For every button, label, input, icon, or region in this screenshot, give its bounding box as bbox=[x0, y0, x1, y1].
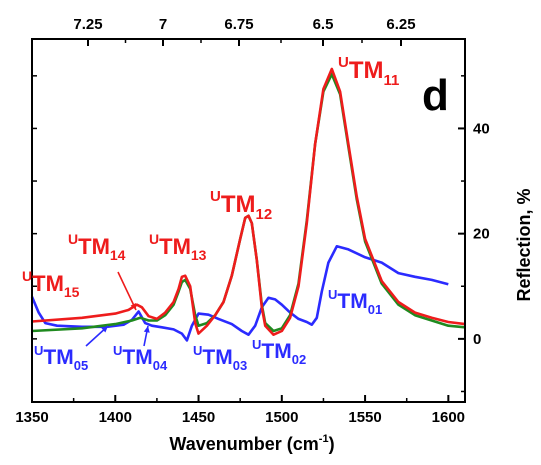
top-tick-label: 7 bbox=[159, 16, 167, 33]
mode-label-sup: U bbox=[252, 337, 261, 352]
mode-label-base: TM bbox=[43, 346, 73, 369]
x-axis-label-close: ) bbox=[329, 434, 335, 454]
mode-label-sub: 04 bbox=[153, 358, 168, 373]
mode-label-sub: 14 bbox=[110, 247, 126, 263]
mode-label-base: TM bbox=[202, 346, 232, 369]
panel-label: d bbox=[422, 71, 449, 120]
top-tick-label: 6.75 bbox=[224, 16, 253, 33]
mode-label-sup: U bbox=[113, 343, 122, 358]
mode-label-base: TM bbox=[78, 234, 110, 259]
ticks-layer: 1350 1400 1450 1500 1550 1600 7.25 7 6.75 6.5 6.25… bbox=[15, 16, 489, 426]
mode-label-sup: U bbox=[68, 231, 78, 247]
annotation-arrowhead bbox=[101, 326, 108, 333]
mode-label-base: TM bbox=[349, 57, 384, 84]
mode-label-sub: 01 bbox=[368, 302, 382, 317]
y-tick-label: 0 bbox=[473, 331, 481, 348]
mode-label-12: UTM12 bbox=[210, 188, 272, 223]
mode-label-sub: 03 bbox=[233, 358, 247, 373]
mode-label-sup: U bbox=[338, 54, 349, 71]
mode-label-02: UTM02 bbox=[252, 337, 306, 367]
x-tick-label: 1400 bbox=[99, 409, 132, 426]
annotation-arrowhead bbox=[130, 303, 137, 310]
mode-label-sup: U bbox=[149, 231, 159, 247]
mode-label-05: UTM05 bbox=[34, 343, 88, 373]
mode-label-sub: 05 bbox=[74, 358, 88, 373]
mode-label-sub: 13 bbox=[191, 247, 207, 263]
annotation-arrow bbox=[117, 271, 137, 311]
mode-label-sub: 12 bbox=[256, 206, 273, 223]
annotation-arrowhead bbox=[143, 326, 150, 333]
mode-label-sup: U bbox=[22, 268, 32, 284]
series-layer bbox=[30, 67, 466, 342]
mode-label-15: UTM15 bbox=[22, 268, 80, 300]
mode-label-base: TM bbox=[337, 290, 367, 313]
top-tick-label: 7.25 bbox=[73, 16, 102, 33]
mode-label-03: UTM03 bbox=[193, 343, 247, 373]
y-axis-label: Reflection, % bbox=[514, 188, 534, 301]
y-tick-label: 20 bbox=[473, 226, 490, 243]
mode-label-sub: 02 bbox=[292, 352, 306, 367]
mode-label-sup: U bbox=[328, 287, 337, 302]
mode-label-base: TM bbox=[159, 234, 191, 259]
mode-label-base: TM bbox=[32, 271, 64, 296]
mode-label-04: UTM04 bbox=[113, 343, 168, 373]
mode-label-sub: 15 bbox=[64, 284, 80, 300]
x-tick-label: 1550 bbox=[348, 409, 381, 426]
x-tick-label: 1600 bbox=[432, 409, 465, 426]
top-tick-label: 6.5 bbox=[313, 16, 334, 33]
x-axis-label: Wavenumber (cm-1) bbox=[169, 433, 334, 454]
mode-label-13: UTM13 bbox=[149, 231, 207, 263]
plot-frame bbox=[31, 38, 466, 403]
mode-label-14: UTM14 bbox=[68, 231, 126, 263]
y-tick-label: 40 bbox=[473, 120, 490, 137]
mode-label-sub: 11 bbox=[384, 72, 400, 89]
mode-label-11: UTM11 bbox=[338, 54, 399, 89]
mode-label-base: TM bbox=[122, 346, 152, 369]
mode-label-sup: U bbox=[34, 343, 43, 358]
mode-label-base: TM bbox=[261, 340, 291, 363]
x-axis-label-text: Wavenumber (cm bbox=[169, 434, 318, 454]
x-tick-label: 1350 bbox=[15, 409, 48, 426]
series-line-red bbox=[31, 67, 466, 336]
top-tick-label: 6.25 bbox=[386, 16, 415, 33]
x-tick-label: 1450 bbox=[182, 409, 215, 426]
mode-label-base: TM bbox=[221, 191, 256, 218]
mode-label-sup: U bbox=[193, 343, 202, 358]
x-axis-label-sup: -1 bbox=[319, 433, 329, 445]
x-tick-label: 1500 bbox=[265, 409, 298, 426]
mode-label-01: UTM01 bbox=[328, 287, 382, 317]
mode-label-sup: U bbox=[210, 188, 221, 205]
